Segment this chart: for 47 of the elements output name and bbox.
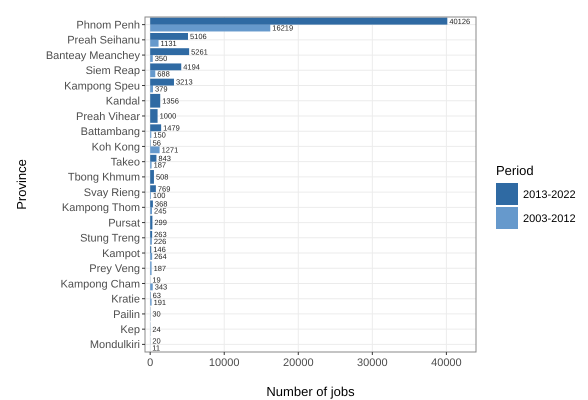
bar (150, 40, 159, 47)
y-tick-label: Preah Vihear (76, 110, 140, 123)
x-axis-title: Number of jobs (266, 384, 356, 399)
bar (150, 55, 153, 62)
y-tick-label: Banteay Meanchey (46, 50, 140, 62)
y-tick-label: Stung Treng (80, 232, 140, 245)
legend-title: Period (496, 163, 534, 178)
y-tick-label: Preah Seihanu (67, 34, 140, 47)
bar (150, 24, 270, 32)
bar (150, 32, 188, 40)
y-tick-label: Kampong Thom (62, 202, 140, 214)
bar (150, 200, 153, 208)
y-tick-label: Phnom Penh (76, 19, 140, 32)
bar (150, 63, 182, 70)
y-axis-title: Province (14, 159, 29, 210)
bar (150, 18, 448, 25)
y-tick-label: Battambang (80, 126, 140, 138)
y-tick-label: Kampong Speu (64, 80, 140, 92)
y-tick-label: Prey Veng (89, 263, 140, 276)
legend-label: 2003-2012 (523, 212, 576, 225)
y-tick-label: Kep (120, 324, 140, 336)
bar (150, 70, 156, 78)
x-tick-label: 40000 (431, 357, 462, 369)
y-tick-label: Kampong Cham (60, 278, 140, 290)
y-tick-label: Svay Rieng (84, 186, 140, 199)
x-tick-label: 10000 (208, 357, 240, 369)
bar (150, 48, 190, 56)
x-tick-label: 20000 (282, 357, 314, 369)
y-tick-label: Takeo (110, 156, 140, 169)
bar (150, 78, 174, 86)
legend-label: 2013-2022 (523, 188, 576, 201)
y-tick-label: Mondulkiri (90, 339, 140, 352)
bar (150, 146, 160, 154)
bar (150, 185, 156, 192)
y-tick-label: Koh Kong (92, 141, 140, 154)
x-tick-label: 0 (147, 357, 154, 369)
y-tick-label: Pailin (113, 308, 140, 321)
bar (150, 154, 156, 162)
bar (150, 283, 153, 290)
y-tick-label: Siem Reap (86, 65, 140, 78)
y-tick-label: Kandal (106, 96, 140, 108)
y-tick-label: Pursat (108, 217, 140, 230)
bar (150, 86, 153, 92)
x-tick-label: 30000 (357, 357, 388, 369)
y-tick-label: Tbong Khmum (68, 172, 140, 184)
y-tick-label: Kampot (102, 248, 140, 260)
y-tick-label: Kratie (111, 294, 140, 306)
